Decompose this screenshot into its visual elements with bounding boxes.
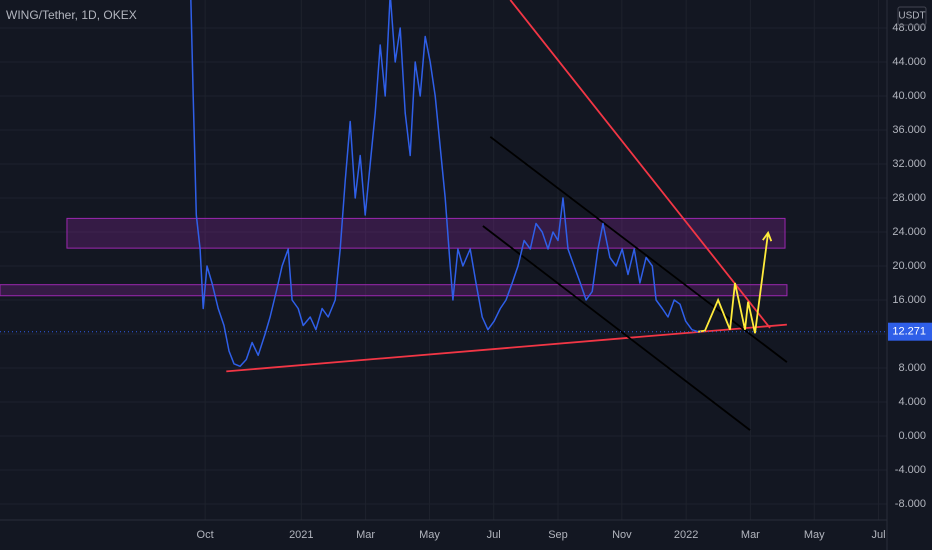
y-tick-label: 36.000 [892, 124, 926, 136]
plot-area [0, 0, 887, 431]
grid [0, 0, 887, 520]
drawing-line [509, 0, 771, 329]
y-tick-label: 40.000 [892, 90, 926, 102]
x-tick-label: Mar [356, 529, 375, 541]
x-tick-label: Oct [197, 529, 214, 541]
x-tick-label: Jul [487, 529, 501, 541]
y-tick-label: 28.000 [892, 192, 926, 204]
drawing-line [489, 136, 788, 363]
drawing-line [697, 232, 769, 334]
price-line [190, 0, 699, 368]
last-price-label: 12.271 [892, 326, 926, 338]
y-tick-label: 32.000 [892, 158, 926, 170]
zone [0, 284, 788, 297]
x-tick-label: Sep [548, 529, 568, 541]
currency-box [897, 6, 927, 26]
y-tick-label: -8.000 [895, 498, 926, 510]
x-tick-label: 2022 [674, 529, 698, 541]
axes: 48.000 44.000 40.000 36.000 32.000 28.000 24.0… [197, 22, 932, 541]
y-tick-label: 0.000 [898, 430, 926, 442]
drawing-line [482, 225, 751, 431]
y-tick-label: 4.000 [898, 396, 926, 408]
arrow-head [762, 230, 773, 242]
y-tick-label: 8.000 [898, 362, 926, 374]
y-tick-label: 16.000 [892, 294, 926, 306]
x-tick-label: May [419, 529, 440, 541]
currency-label: USDT [898, 11, 925, 22]
y-tick-label: -4.000 [895, 464, 926, 476]
y-tick-label: 44.000 [892, 56, 926, 68]
zone [66, 217, 786, 249]
last-price-tag [888, 322, 932, 341]
chart-title: WING/Tether, 1D, OKEX [6, 8, 137, 22]
y-tick-label: 24.000 [892, 226, 926, 238]
x-tick-label: 2021 [289, 529, 313, 541]
drawing-line [226, 323, 787, 373]
x-tick-label: May [804, 529, 825, 541]
x-tick-label: Nov [612, 529, 632, 541]
y-tick-label: 48.000 [892, 22, 926, 34]
x-tick-label: Jul [872, 529, 886, 541]
x-tick-label: Mar [741, 529, 760, 541]
y-tick-label: 20.000 [892, 260, 926, 272]
